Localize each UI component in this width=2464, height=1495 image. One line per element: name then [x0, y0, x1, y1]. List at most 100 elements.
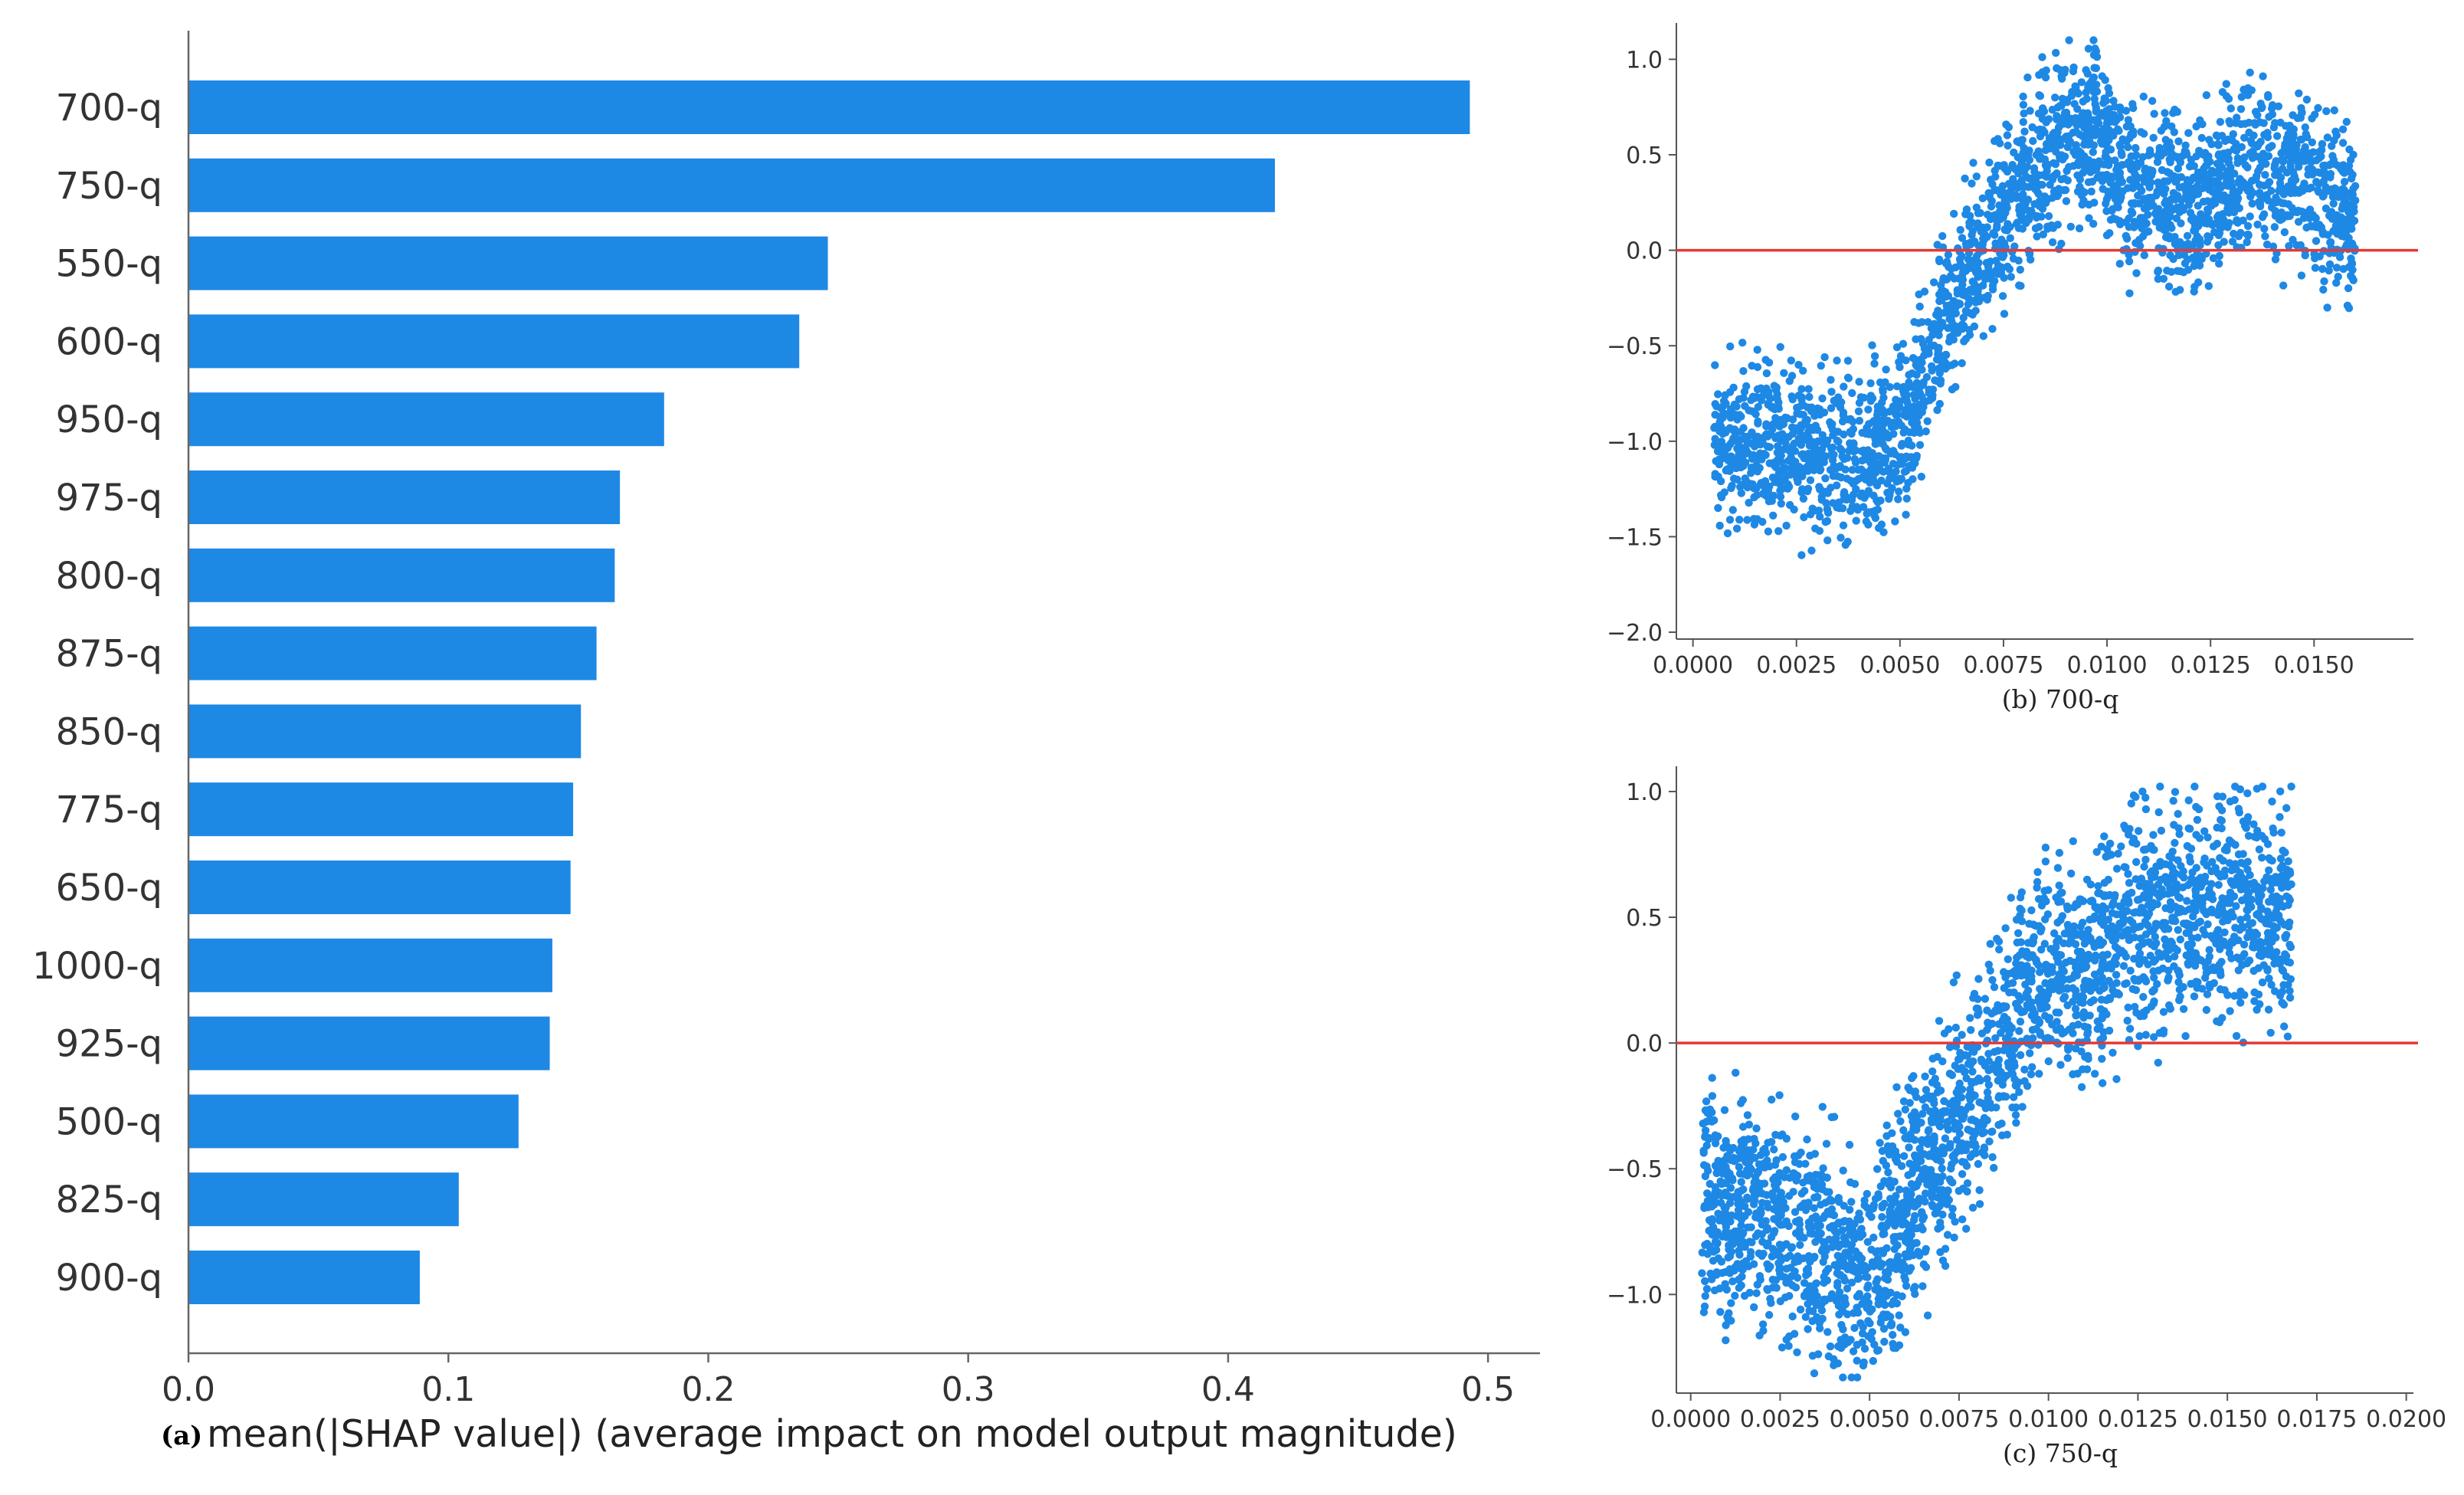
scatter-point	[1799, 494, 1808, 503]
scatter-point	[2079, 918, 2087, 927]
scatter-point	[1760, 450, 1768, 458]
scatter-point	[1839, 1166, 1847, 1175]
scatter-point	[2279, 1000, 2289, 1009]
scatter-point	[1866, 397, 1875, 405]
scatter-point	[1803, 1135, 1811, 1144]
scatter-point	[1836, 444, 1844, 453]
scatter-point	[1785, 377, 1794, 385]
scatter-point	[1804, 385, 1813, 393]
scatter-point	[1951, 1023, 1960, 1032]
scatter-point	[1864, 508, 1873, 516]
scatter-point	[2041, 843, 2050, 852]
scatter-point	[2078, 200, 2086, 209]
scatter-point	[2087, 187, 2095, 196]
scatter-point	[2212, 218, 2220, 228]
scatter-point	[2088, 177, 2097, 186]
scatter-point	[2277, 828, 2285, 837]
scatter-point	[1869, 491, 1878, 500]
scatter-point	[1870, 352, 1879, 360]
scatter-point	[1956, 225, 1964, 234]
category-label: 650-q	[56, 867, 162, 910]
scatter-point	[2222, 80, 2230, 88]
scatter-point	[2073, 187, 2082, 196]
scatter-point	[1920, 344, 1929, 353]
scatter-point	[2033, 877, 2042, 887]
scatter-point	[2125, 257, 2134, 266]
scatter-point	[2036, 1028, 2044, 1037]
scatter-point	[2016, 1018, 2025, 1026]
scatter-point	[2348, 266, 2357, 274]
scatter-point	[2211, 864, 2220, 872]
scatter-point	[2149, 999, 2158, 1008]
scatter-point	[2066, 222, 2075, 231]
scatter-point	[2187, 215, 2196, 224]
scatter-point	[1941, 1134, 1950, 1143]
scatter-point	[1914, 1247, 1922, 1256]
scatter-point	[1736, 428, 1745, 436]
scatter-point	[1843, 1284, 1852, 1293]
scatter-point	[1985, 193, 1994, 202]
scatter-point	[1799, 411, 1807, 419]
scatter-point	[1918, 1225, 1927, 1234]
scatter-point	[2197, 880, 2206, 889]
scatter-point	[1827, 404, 1836, 412]
scatter-point	[2344, 284, 2353, 293]
scatter-point	[2135, 827, 2143, 835]
scatter-point	[2225, 949, 2234, 958]
scatter-point	[2004, 141, 2012, 150]
scatter-point	[1737, 1178, 1745, 1186]
scatter-point	[2291, 175, 2299, 185]
scatter-point	[1872, 468, 1880, 477]
scatter-point	[2003, 131, 2012, 139]
scatter-point	[1905, 1159, 1914, 1168]
scatter-point	[2008, 161, 2017, 169]
scatter-point	[1776, 487, 1784, 495]
scatter-point	[1726, 342, 1735, 351]
scatter-point	[2024, 150, 2033, 159]
scatter-point	[2157, 126, 2165, 135]
scatter-point	[1896, 453, 1904, 461]
scatter-point	[1871, 440, 1879, 448]
scatter-point	[1874, 523, 1883, 533]
scatter-point	[2246, 212, 2254, 221]
scatter-point	[2235, 808, 2243, 817]
scatter-point	[2079, 1013, 2088, 1022]
scatter-point	[1750, 493, 1758, 502]
scatter-point	[1800, 513, 1808, 522]
scatter-point	[1781, 1204, 1790, 1212]
scatter-point	[1953, 299, 1962, 307]
scatter-point	[1818, 394, 1827, 403]
scatter-point	[1725, 516, 1735, 524]
y-tick-label: −1.0	[1607, 429, 1663, 456]
scatter-point	[1889, 447, 1898, 455]
scatter-point	[2063, 1054, 2072, 1062]
scatter-point	[2044, 211, 2053, 221]
scatter-point	[2022, 218, 2030, 228]
scatter-point	[1711, 411, 1719, 419]
scatter-point	[2038, 205, 2047, 213]
scatter-point	[2194, 805, 2204, 814]
scatter-point	[1962, 1162, 1971, 1170]
scatter-point	[2183, 897, 2191, 905]
scatter-point	[1986, 939, 1994, 949]
scatter-point	[2216, 902, 2224, 911]
scatter-point	[2128, 199, 2136, 208]
scatter-point	[1974, 1159, 1983, 1169]
x-tick-label: 0.0100	[2067, 652, 2148, 679]
scatter-point	[2125, 879, 2134, 887]
scatter-point	[1908, 1169, 1916, 1178]
scatter-point	[1964, 1102, 1973, 1111]
scatter-point	[2187, 176, 2196, 185]
scatter-point	[2105, 890, 2114, 900]
scatter-point	[2315, 179, 2323, 189]
scatter-point	[1732, 524, 1742, 533]
scatter-point	[2037, 212, 2046, 221]
scatter-point	[1964, 255, 1973, 264]
scatter-point	[2086, 880, 2095, 889]
scatter-point	[1764, 1310, 1774, 1320]
scatter-point	[1991, 166, 1999, 175]
scatter-point	[2057, 239, 2066, 248]
scatter-point	[1726, 1217, 1735, 1226]
scatter-point	[1918, 1282, 1927, 1290]
scatter-point	[2029, 935, 2037, 944]
